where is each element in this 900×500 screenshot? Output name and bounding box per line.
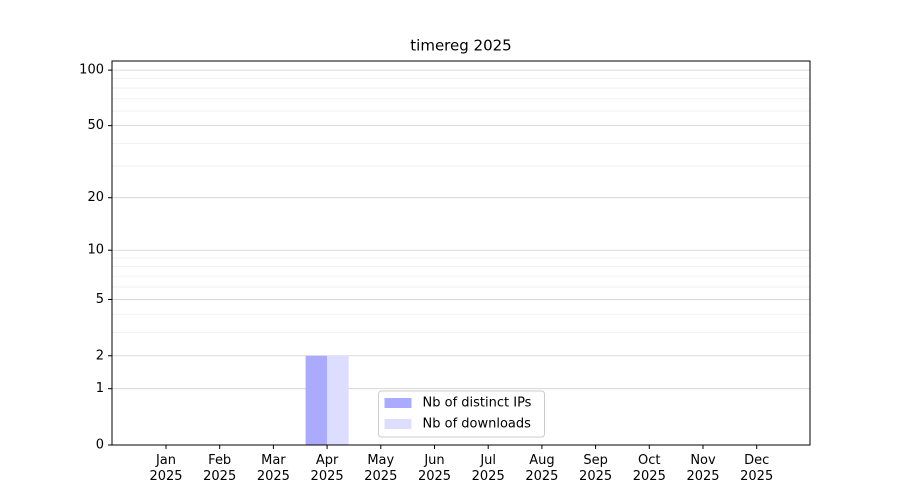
legend-frame [378,390,545,438]
bar [305,355,328,445]
legend-swatch [384,398,412,408]
x-tick-label: Sep 2025 [579,453,613,484]
x-tick-label: Jan 2025 [149,453,183,484]
y-tick-label: 100 [79,63,104,78]
x-tick-label: May 2025 [364,453,398,484]
y-tick-label: 10 [87,243,104,258]
y-tick-label: 0 [96,438,104,453]
plot-frame [111,60,811,446]
x-tick-label: Jun 2025 [417,453,452,484]
x-tick-label: Aug 2025 [525,453,559,484]
y-tick-label: 50 [87,118,104,133]
legend-label: Nb of downloads [423,417,532,432]
x-tick-label: Jul 2025 [471,453,505,484]
x-tick-label: Dec 2025 [740,453,774,484]
legend-swatch [384,419,412,429]
x-tick-label: Nov 2025 [686,453,720,484]
y-tick-label: 1 [96,381,104,396]
x-tick-label: Mar 2025 [256,453,290,484]
legend-label: Nb of distinct IPs [423,396,532,411]
x-tick-label: Apr 2025 [310,453,344,484]
x-tick-label: Feb 2025 [203,453,237,484]
legend: Nb of distinct IPs Nb of downloads [378,390,545,438]
y-tick-label: 2 [96,348,104,363]
y-tick-label: 20 [87,190,104,205]
x-tick-label: Oct 2025 [632,453,666,484]
y-tick-label: 5 [96,292,104,307]
bar [327,355,349,445]
chart-title: timereg 2025 [410,37,511,55]
